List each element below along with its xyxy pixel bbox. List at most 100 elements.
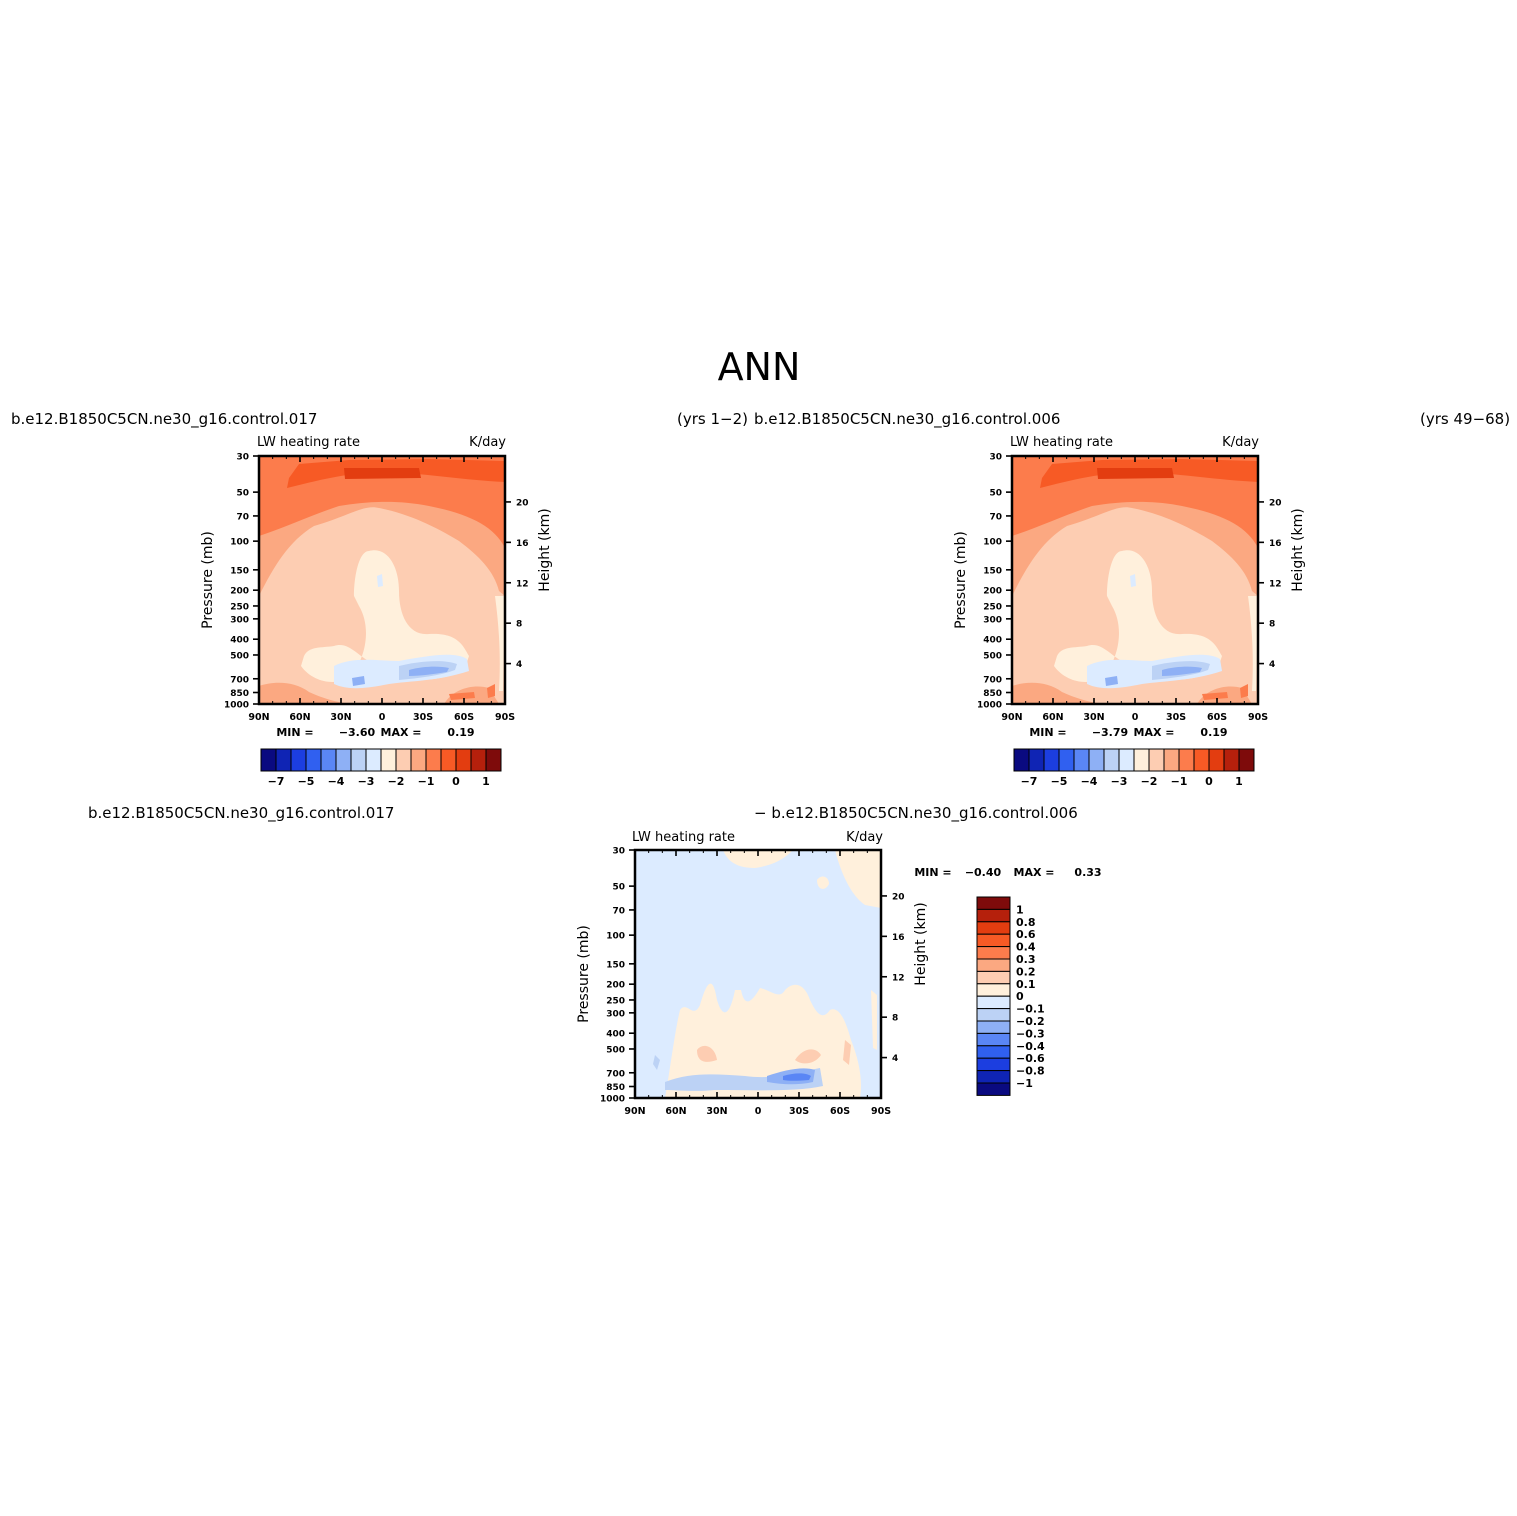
colorbar-label: −1 — [1016, 1077, 1033, 1090]
x-tick-label: 60N — [289, 712, 310, 723]
colorbar-label: −1 — [1171, 775, 1188, 788]
y-tick-label: 30 — [612, 847, 625, 857]
colorbar-swatch — [976, 1020, 1011, 1034]
y-tick-label: 400 — [983, 636, 1002, 646]
y2-tick-label: 16 — [1269, 539, 1282, 549]
colorbar-swatch — [976, 970, 1011, 985]
colorbar-label: 0.6 — [1016, 928, 1036, 941]
colorbar-swatch — [1073, 748, 1090, 772]
panel-bottom-difference: b.e12.B1850C5CN.ne30_g16.control.017 − b… — [88, 804, 1102, 1117]
colorbar-swatch — [976, 958, 1011, 972]
max-label: MAX = — [1134, 726, 1175, 739]
colorbar-label: −0.1 — [1016, 1003, 1045, 1016]
y-tick-label: 400 — [606, 1030, 625, 1040]
years-label: (yrs 1−2) — [677, 410, 748, 428]
y2-tick-label: 20 — [892, 892, 905, 902]
max-value: 0.19 — [447, 726, 474, 739]
y-tick-label: 500 — [230, 651, 249, 661]
max-value: 0.33 — [1074, 866, 1101, 879]
y-tick-label: 300 — [983, 615, 1002, 625]
colorbar-swatch — [976, 1082, 1011, 1096]
colorbar-swatch — [1223, 748, 1240, 772]
colorbar-swatch — [976, 933, 1011, 948]
colorbar-swatch — [305, 748, 322, 772]
max-value: 0.19 — [1200, 726, 1227, 739]
x-tick-label: 90N — [248, 712, 269, 723]
colorbar-swatch — [380, 748, 397, 772]
colorbar-label: −7 — [268, 775, 285, 788]
min-value: −0.40 — [965, 866, 1002, 879]
x-tick-label: 30S — [1166, 712, 1186, 723]
colorbar-label: −5 — [298, 775, 315, 788]
colorbar-swatch — [1193, 748, 1210, 772]
x-tick-label: 30N — [330, 712, 351, 723]
colorbar-swatch — [260, 748, 277, 772]
y-tick-label: 250 — [983, 602, 1002, 612]
colorbar-swatch — [976, 908, 1011, 923]
min-value: −3.79 — [1092, 726, 1128, 739]
y-tick-label: 250 — [606, 996, 625, 1006]
colorbar-label: 1 — [1235, 775, 1243, 788]
y2-tick-label: 12 — [516, 579, 529, 589]
x-tick-label: 90N — [624, 1106, 645, 1117]
y-tick-label: 300 — [230, 615, 249, 625]
colorbar-label: 0 — [452, 775, 460, 788]
min-label: MIN = — [1029, 726, 1066, 739]
colorbar-swatch — [350, 748, 367, 772]
page-title: ANN — [718, 345, 801, 389]
colorbar-label: −4 — [328, 775, 345, 788]
case-label-right: − b.e12.B1850C5CN.ne30_g16.control.006 — [754, 804, 1078, 823]
colorbar-vertical: 10.80.60.40.30.20.10−0.1−0.2−0.3−0.4−0.6… — [976, 896, 1045, 1096]
colorbar-swatch — [1088, 748, 1105, 772]
colorbar-swatch — [976, 1045, 1011, 1059]
y2-tick-label: 20 — [1269, 498, 1282, 508]
colorbar-swatch — [976, 1032, 1011, 1047]
max-label: MAX = — [1014, 866, 1055, 879]
colorbar-swatch — [440, 748, 457, 772]
colorbar-label: −7 — [1021, 775, 1038, 788]
axes: 90N 60N 30N 0 30S 60S 90S 30 50 70 100 150 200 250 300… — [953, 453, 1306, 724]
variable-label: LW heating rate — [1010, 435, 1113, 450]
y2-tick-label: 16 — [892, 933, 905, 943]
colorbar-swatch — [1148, 748, 1165, 772]
colorbar-label: −2 — [388, 775, 405, 788]
colorbar-swatch — [425, 748, 442, 772]
y2-tick-label: 8 — [892, 1014, 898, 1024]
x-tick-label: 90S — [1248, 712, 1268, 723]
colorbar-swatch — [485, 748, 502, 772]
y-tick-label: 30 — [236, 453, 249, 463]
min-value: −3.60 — [339, 726, 376, 739]
colorbar-swatch — [976, 1057, 1011, 1072]
y2-tick-label: 20 — [516, 498, 529, 508]
y-tick-label: 100 — [230, 538, 249, 548]
colorbar-label: −1 — [418, 775, 435, 788]
y-tick-label: 100 — [606, 932, 625, 942]
y-axis-label: Pressure (mb) — [953, 531, 969, 629]
y-tick-label: 400 — [230, 636, 249, 646]
units-label: K/day — [1222, 435, 1259, 450]
case-label: b.e12.B1850C5CN.ne30_g16.control.017 — [11, 410, 317, 429]
colorbar-label: −0.8 — [1016, 1065, 1045, 1078]
y-tick-label: 850 — [230, 689, 249, 699]
colorbar-label: −0.3 — [1016, 1027, 1045, 1040]
y-tick-label: 50 — [989, 489, 1002, 499]
years-label: (yrs 49−68) — [1420, 410, 1510, 428]
y2-tick-label: 4 — [1269, 660, 1275, 670]
colorbar-label: −3 — [1111, 775, 1128, 788]
case-label: b.e12.B1850C5CN.ne30_g16.control.006 — [754, 410, 1060, 429]
y-tick-label: 150 — [606, 960, 625, 970]
x-tick-label: 60S — [1207, 712, 1227, 723]
colorbar-swatch — [1133, 748, 1150, 772]
y2-tick-label: 12 — [1269, 579, 1282, 589]
colorbar-swatch — [976, 983, 1011, 997]
x-tick-label: 90S — [871, 1106, 891, 1117]
min-label: MIN = — [914, 866, 951, 879]
y2-tick-label: 4 — [892, 1054, 898, 1064]
min-label: MIN = — [276, 726, 313, 739]
y2-axis-label: Height (km) — [1290, 508, 1306, 591]
colorbar-label: 1 — [1016, 903, 1024, 916]
y2-axis-label: Height (km) — [537, 508, 553, 591]
max-label: MAX = — [381, 726, 422, 739]
colorbar-swatch — [395, 748, 412, 772]
